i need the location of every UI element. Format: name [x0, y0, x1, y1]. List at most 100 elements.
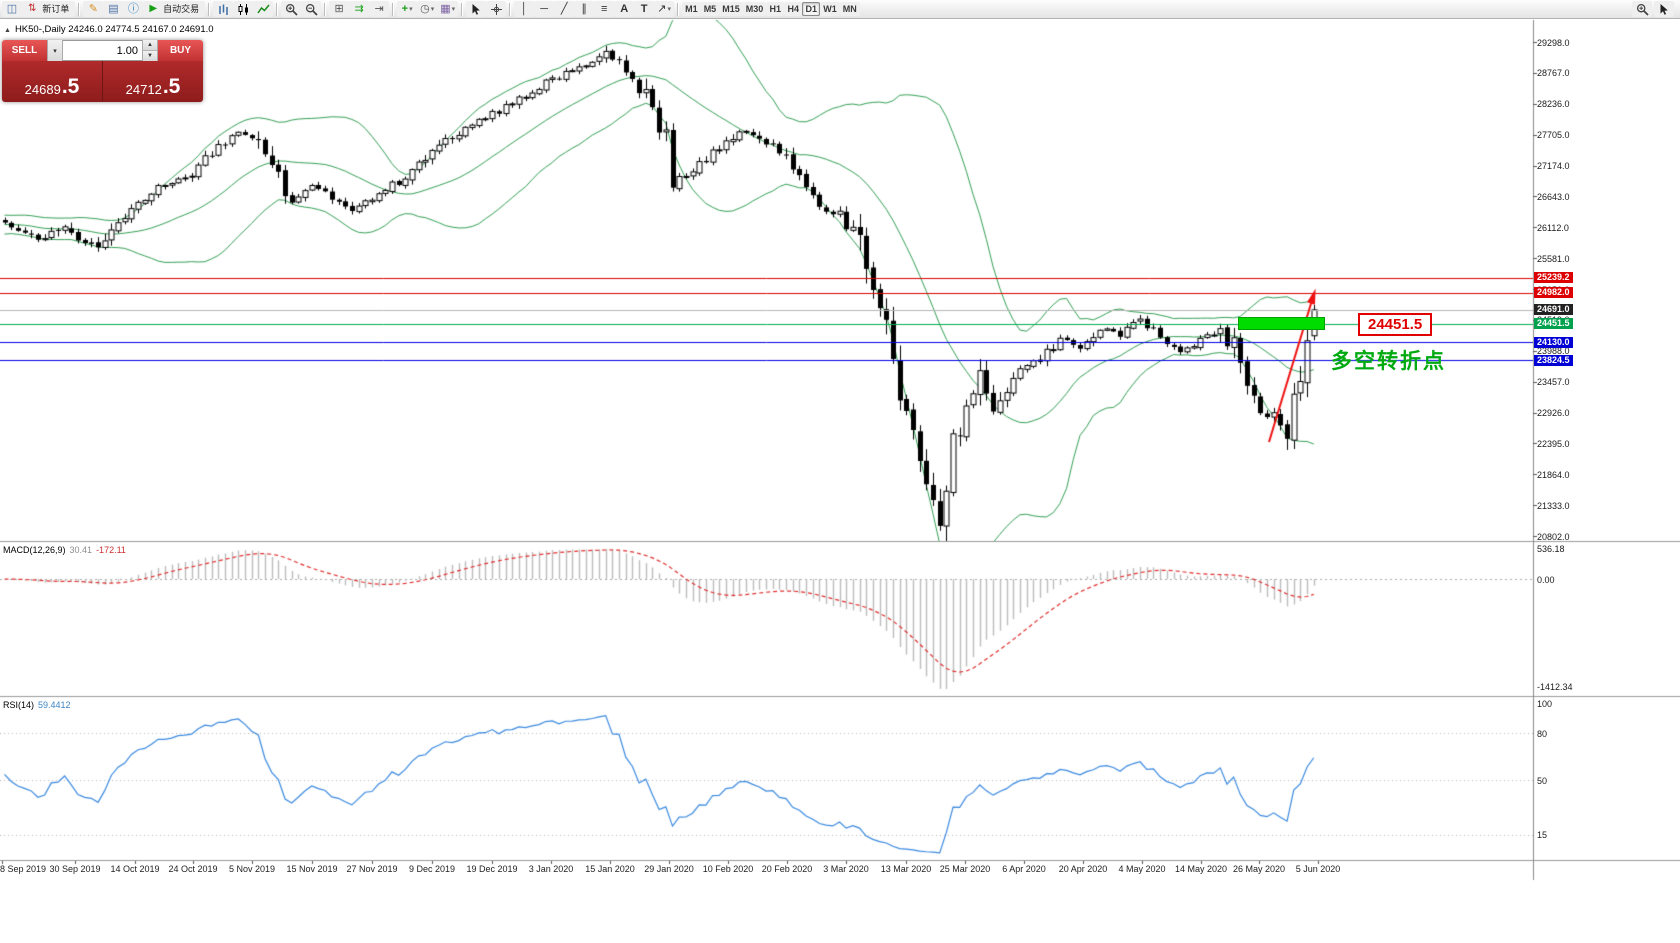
buy-button[interactable]: BUY: [158, 40, 203, 61]
metaeditor-button[interactable]: ✎: [83, 1, 104, 17]
date-axis-label: 10 Feb 2020: [702, 864, 754, 874]
main-toolbar: ◫ ⇅ 新订单 ✎ ▤ ⓘ ▶ 自动交易 ⊞ ⇉ ⇥ + ▾ ◷ ▾ ▦ ▾ │ ─ ╱ ∥ ≡ A T ↗ ▾ M1 M5 M15 M3…: [0, 0, 1680, 19]
date-axis-label: 9 Dec 2019: [408, 864, 456, 874]
bar-chart-button[interactable]: [213, 1, 234, 17]
price-axis-label: 26643.0: [1537, 191, 1570, 202]
crosshair-button[interactable]: [486, 1, 507, 17]
date-axis-label: 5 Jun 2020: [1295, 864, 1341, 874]
new-chart-button[interactable]: + ▾: [397, 1, 418, 17]
autotrading-button-label: 自动交易: [163, 3, 200, 14]
date-axis-label: 14 May 2020: [1174, 864, 1228, 874]
fibonacci-button[interactable]: ≡: [594, 1, 615, 17]
toolbar-separator: [509, 2, 512, 16]
symbol-search-button[interactable]: [1632, 1, 1652, 17]
timeframe-w1-button[interactable]: W1: [820, 2, 840, 16]
macd-axis-zero-label: 0.00: [1537, 574, 1555, 585]
auto-scroll-button[interactable]: ⇉: [349, 1, 370, 17]
price-level-tag: 24691.0: [1534, 304, 1573, 316]
price-axis-label: 28767.0: [1537, 68, 1570, 79]
timeframe-m15-button[interactable]: M15: [719, 2, 743, 16]
chart-symbol-period: HK50-,Daily: [14, 24, 66, 35]
text-button[interactable]: A: [614, 1, 635, 17]
price-axis-label: 25581.0: [1537, 253, 1570, 264]
line-chart-button[interactable]: [253, 1, 274, 17]
dropdown-caret-icon: ▾: [430, 5, 435, 13]
window-menu-icon[interactable]: ◫: [2, 1, 22, 17]
volume-dropdown-button[interactable]: ▾: [47, 40, 63, 61]
trendline-button[interactable]: ╱: [554, 1, 575, 17]
rsi-axis-label: 80: [1537, 728, 1548, 739]
price-axis-label: 26112.0: [1537, 222, 1569, 233]
toolbar-separator: [461, 2, 464, 16]
equidistant-channel-button[interactable]: ∥: [574, 1, 595, 17]
rsi-axis-label: 15: [1537, 830, 1548, 841]
one-click-collapse-toggle[interactable]: ▲: [4, 27, 11, 34]
macd-signal-value: -172.11: [96, 545, 126, 555]
zoom-out-button[interactable]: [301, 1, 322, 17]
periods-button[interactable]: ◷ ▾: [417, 1, 438, 17]
rsi-indicator-name: RSI(14): [3, 700, 35, 710]
buy-price-button[interactable]: 24712 .5: [103, 61, 203, 102]
date-axis-label: 4 May 2020: [1118, 864, 1166, 874]
price-level-tag: 24982.0: [1534, 287, 1573, 299]
chart-shift-button[interactable]: ⇥: [369, 1, 390, 17]
timeframe-h1-button[interactable]: H1: [766, 2, 785, 16]
price-axis-label: 23988.0: [1537, 346, 1570, 357]
sell-button[interactable]: SELL: [2, 40, 47, 61]
one-click-trading-panel: SELL ▾ ▲ ▼ BUY 24689 .5 24712 .5: [2, 40, 203, 102]
timeframe-m5-button[interactable]: M5: [700, 2, 720, 16]
chart-title-bar: ▲ HK50-,Daily 24246.0 24774.5 24167.0 246…: [4, 24, 214, 35]
price-level-tag: 23824.5: [1534, 354, 1573, 366]
market-watch-button[interactable]: ▤: [103, 1, 124, 17]
tile-windows-button[interactable]: ⊞: [329, 1, 350, 17]
volume-input[interactable]: [63, 40, 142, 61]
date-axis-label: 29 Jan 2020: [644, 864, 694, 874]
dropdown-caret-icon: ▾: [667, 5, 672, 13]
buy-price-pips: .5: [162, 75, 181, 99]
horizontal-line-button[interactable]: ─: [534, 1, 555, 17]
cursor-button[interactable]: [466, 1, 487, 17]
sell-price-button[interactable]: 24689 .5: [2, 61, 103, 102]
turning-point-note[interactable]: 多空转折点: [1331, 350, 1446, 373]
templates-button[interactable]: ▦ ▾: [437, 1, 459, 17]
date-axis-label: 19 Dec 2019: [466, 864, 518, 874]
macd-indicator-name: MACD(12,26,9): [3, 545, 66, 555]
timeframe-m1-button[interactable]: M1: [682, 2, 701, 16]
toolbar-separator: [78, 2, 81, 16]
macd-axis-max-label: 536.18: [1537, 544, 1565, 554]
candlestick-chart-button[interactable]: [233, 1, 254, 17]
new-order-button[interactable]: ⇅ 新订单: [22, 1, 76, 17]
rsi-panel-title: RSI(14) 59.4412: [3, 700, 71, 710]
timeframe-h4-button[interactable]: H4: [784, 2, 803, 16]
timeframe-d1-button[interactable]: D1: [802, 2, 821, 16]
toolbar-separator: [276, 2, 279, 16]
timeframe-mn-button[interactable]: MN: [839, 2, 860, 16]
text-label-button[interactable]: T: [634, 1, 655, 17]
help-button[interactable]: ⓘ: [123, 1, 144, 17]
arrows-button[interactable]: ↗ ▾: [654, 1, 675, 17]
price-callout-label[interactable]: 24451.5: [1358, 313, 1433, 336]
volume-decrease-button[interactable]: ▼: [143, 51, 157, 61]
rsi-axis-label: 100: [1537, 699, 1553, 709]
rsi-axis-label: 50: [1537, 775, 1548, 786]
autotrading-button[interactable]: ▶ 自动交易: [143, 1, 206, 17]
date-axis-label: 30 Sep 2019: [49, 864, 101, 874]
vertical-line-button[interactable]: │: [514, 1, 535, 17]
price-axis-label: 21864.0: [1537, 469, 1570, 480]
toolbar-separator: [677, 2, 680, 16]
quick-select-button[interactable]: [1654, 1, 1674, 17]
macd-panel-title: MACD(12,26,9) 30.41 -172.11: [3, 545, 126, 555]
date-axis-label: 15 Jan 2020: [585, 864, 635, 874]
volume-increase-button[interactable]: ▲: [143, 40, 157, 51]
timeframe-m30-button[interactable]: M30: [742, 2, 767, 16]
date-axis-label: 15 Nov 2019: [286, 864, 338, 874]
price-level-tag: 24130.0: [1534, 336, 1573, 348]
rsi-value: 59.4412: [38, 700, 71, 710]
toolbar-separator: [324, 2, 327, 16]
macd-main-value: 30.41: [69, 545, 93, 555]
zoom-in-button[interactable]: [281, 1, 302, 17]
date-axis-label: 27 Nov 2019: [346, 864, 398, 874]
date-axis-label: 6 Apr 2020: [1002, 864, 1046, 874]
highlight-zone[interactable]: [1238, 317, 1325, 331]
